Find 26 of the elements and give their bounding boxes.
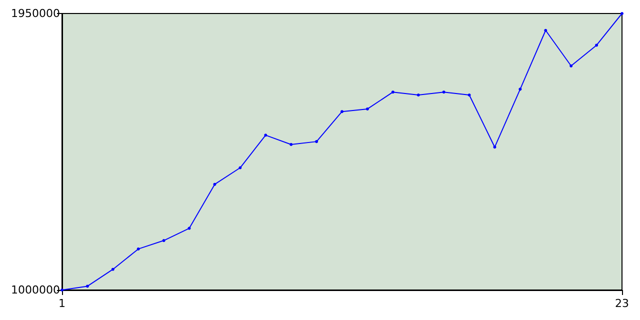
point <box>213 182 216 186</box>
point <box>136 247 140 250</box>
point <box>570 64 573 68</box>
x-tick-label: 1 <box>58 297 66 310</box>
y-tick-label: 1950000 <box>10 7 60 20</box>
point <box>162 239 166 242</box>
point <box>544 28 548 32</box>
point <box>111 268 114 271</box>
point <box>290 142 293 146</box>
point <box>391 90 394 94</box>
point <box>60 288 64 292</box>
point <box>315 140 318 144</box>
point <box>416 93 420 96</box>
y-tick-label: 1000000 <box>10 284 60 296</box>
point <box>86 284 89 288</box>
point <box>468 93 471 96</box>
point <box>264 134 268 137</box>
point <box>595 44 598 47</box>
line-series <box>60 12 624 292</box>
x-tick-label: 23 <box>615 297 629 310</box>
point <box>188 226 191 230</box>
point <box>442 90 446 94</box>
point <box>340 110 344 114</box>
point <box>518 88 522 91</box>
point <box>493 146 496 149</box>
point <box>620 12 624 15</box>
